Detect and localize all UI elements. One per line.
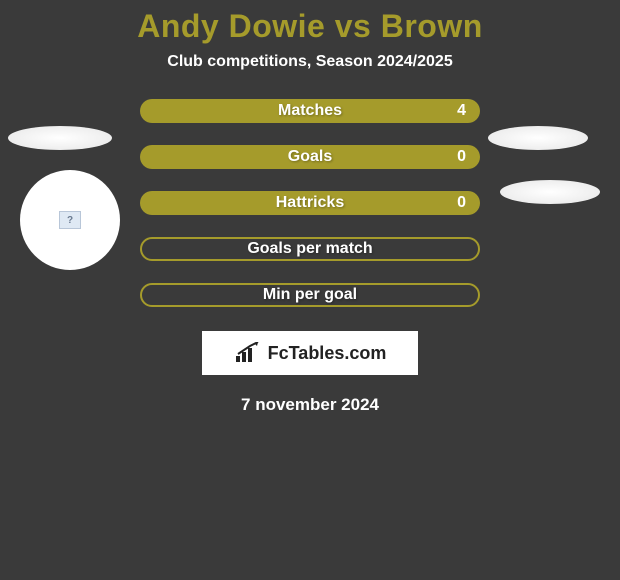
stat-row-goals-per-match: Goals per match <box>140 237 480 261</box>
decor-ellipse <box>8 126 112 150</box>
page-subtitle: Club competitions, Season 2024/2025 <box>0 53 620 71</box>
stat-label: Matches <box>278 102 342 120</box>
stat-label: Hattricks <box>276 194 344 212</box>
stat-row-hattricks: Hattricks 0 <box>140 191 480 215</box>
decor-ellipse <box>500 180 600 204</box>
stat-value: 0 <box>457 148 466 166</box>
avatar-unknown-icon <box>59 211 81 229</box>
logo-text: FcTables.com <box>268 343 387 364</box>
decor-ellipse <box>488 126 588 150</box>
page-title: Andy Dowie vs Brown <box>0 8 620 45</box>
logo-box: FcTables.com <box>202 331 418 375</box>
stat-value: 0 <box>457 194 466 212</box>
chart-icon <box>234 342 262 364</box>
stat-row-goals: Goals 0 <box>140 145 480 169</box>
avatar-placeholder <box>20 170 120 270</box>
footer-date: 7 november 2024 <box>0 395 620 415</box>
stat-row-min-per-goal: Min per goal <box>140 283 480 307</box>
stat-label: Goals <box>288 148 332 166</box>
stat-value: 4 <box>457 102 466 120</box>
stat-label: Goals per match <box>247 240 372 258</box>
stat-label: Min per goal <box>263 286 357 304</box>
stat-row-matches: Matches 4 <box>140 99 480 123</box>
